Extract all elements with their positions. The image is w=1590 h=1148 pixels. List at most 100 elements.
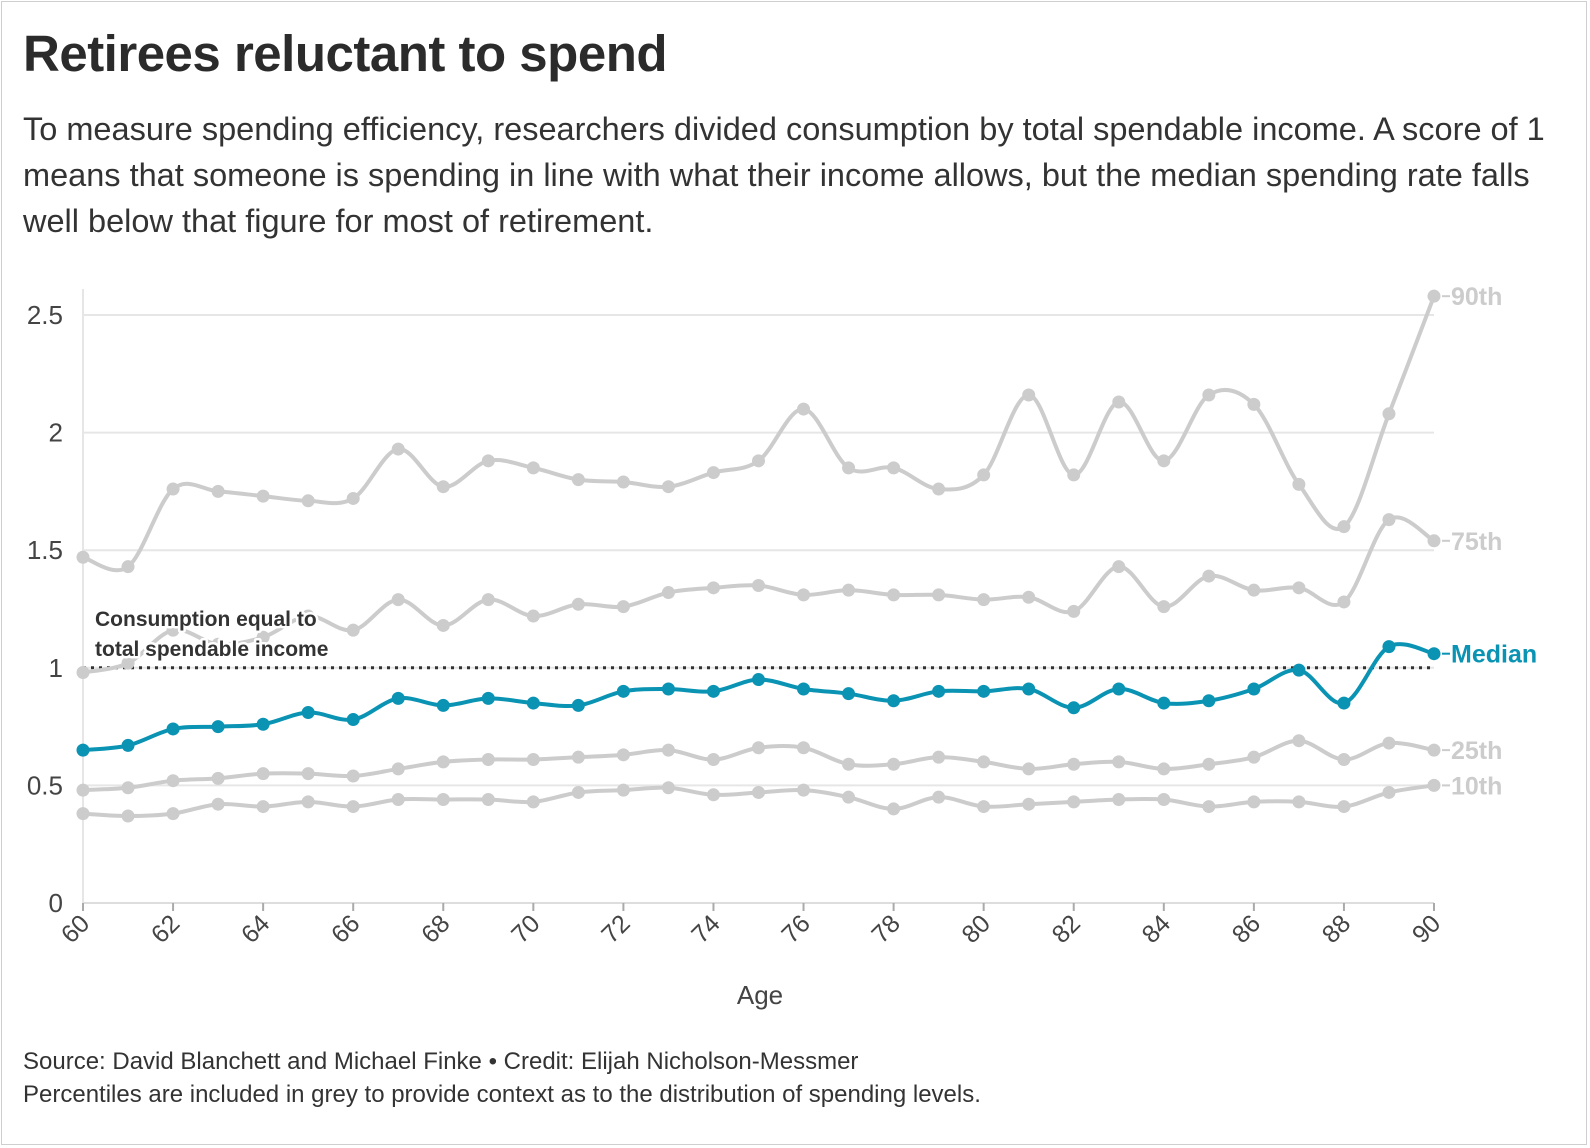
x-tick-label: 88 — [1317, 909, 1356, 948]
data-point-10th — [256, 800, 270, 814]
data-point-10th — [346, 800, 360, 814]
data-point-10th — [1112, 793, 1126, 807]
data-point-25th — [121, 781, 135, 795]
data-point-25th — [1337, 753, 1351, 767]
data-point-median — [752, 673, 765, 687]
data-point-25th — [1292, 734, 1306, 748]
data-point-75th — [752, 578, 765, 592]
data-point-25th — [661, 743, 675, 757]
data-point-75th — [661, 586, 675, 600]
annotation-halo: Consumption equal to — [95, 608, 317, 631]
y-tick-label: 2 — [49, 418, 63, 448]
data-point-90th — [616, 475, 630, 489]
data-point-10th — [166, 807, 180, 821]
data-point-75th — [301, 609, 315, 623]
data-point-90th — [797, 402, 811, 416]
data-point-10th — [121, 809, 135, 823]
data-point-25th — [1247, 750, 1261, 764]
grid — [83, 314, 1434, 787]
y-tick-label: 1 — [49, 653, 63, 683]
data-point-90th — [661, 480, 675, 494]
data-point-90th — [752, 454, 765, 468]
data-point-median — [301, 705, 315, 719]
series-label-median: Median — [1451, 641, 1537, 669]
data-point-median — [1292, 663, 1306, 677]
data-point-10th — [706, 788, 720, 802]
data-point-median — [1202, 694, 1216, 708]
annotation-halo: total spendable income — [95, 638, 328, 661]
data-point-90th — [571, 473, 585, 487]
data-point-median — [616, 684, 630, 698]
x-tick-label: 72 — [596, 909, 635, 948]
data-point-90th — [76, 550, 90, 564]
data-point-25th — [887, 757, 901, 771]
data-point-90th — [481, 454, 495, 468]
data-point-90th — [1022, 388, 1036, 402]
data-point-25th — [76, 783, 90, 797]
series-labels: 10th 25th 75th 90th Median — [1442, 283, 1537, 800]
y-tick-label: 0 — [49, 888, 63, 918]
data-point-median — [1157, 696, 1171, 710]
data-point-75th — [932, 588, 946, 602]
data-point-75th — [526, 609, 540, 623]
x-tick-label: 62 — [146, 909, 185, 948]
data-point-median — [797, 682, 811, 696]
data-point-median — [436, 698, 450, 712]
data-point-10th — [481, 793, 495, 807]
data-point-25th — [1157, 762, 1171, 776]
data-point-90th — [166, 482, 180, 496]
data-point-90th — [256, 489, 270, 503]
data-point-25th — [616, 748, 630, 762]
data-point-75th — [1112, 560, 1126, 574]
data-point-25th — [391, 762, 405, 776]
data-point-25th — [211, 771, 225, 785]
data-point-10th — [391, 793, 405, 807]
data-point-75th — [481, 593, 495, 607]
data-point-90th — [932, 482, 946, 496]
data-point-25th — [932, 750, 946, 764]
data-point-75th — [211, 637, 225, 651]
data-point-75th — [797, 588, 811, 602]
data-point-90th — [211, 484, 225, 498]
x-tick-label: 80 — [956, 909, 995, 948]
series-label-75th: 75th — [1451, 528, 1502, 556]
data-point-90th — [1247, 397, 1261, 411]
data-point-25th — [301, 767, 315, 781]
data-point-10th — [1427, 778, 1441, 792]
data-point-median — [1067, 701, 1081, 715]
x-tick-label: 76 — [776, 909, 815, 948]
y-tick-label: 1.5 — [27, 535, 63, 565]
x-tick-label: 70 — [506, 909, 545, 948]
x-tick-label: 84 — [1137, 909, 1177, 949]
data-point-10th — [526, 795, 540, 809]
data-point-90th — [842, 461, 856, 475]
data-point-25th — [797, 741, 811, 755]
footer: Source: David Blanchett and Michael Fink… — [23, 1045, 981, 1111]
data-point-25th — [256, 767, 270, 781]
data-point-median — [1112, 682, 1126, 696]
data-point-median — [1247, 682, 1261, 696]
data-point-75th — [1157, 600, 1171, 614]
source-credit: Source: David Blanchett and Michael Fink… — [23, 1048, 859, 1075]
data-point-10th — [1202, 800, 1216, 814]
data-point-75th — [1202, 569, 1216, 583]
data-point-25th — [977, 755, 991, 769]
data-point-90th — [346, 491, 360, 505]
x-tick-label: 74 — [686, 909, 726, 949]
data-point-90th — [706, 466, 720, 480]
data-point-90th — [1067, 468, 1081, 482]
data-point-75th — [706, 581, 720, 595]
chart-title: Retirees reluctant to spend — [23, 25, 668, 82]
data-point-25th — [436, 755, 450, 769]
data-point-75th — [887, 588, 901, 602]
x-tick-label: 64 — [236, 909, 276, 949]
data-point-90th — [436, 480, 450, 494]
data-point-10th — [752, 785, 765, 799]
data-point-10th — [797, 783, 811, 797]
y-tick-label: 0.5 — [27, 770, 63, 800]
data-point-75th — [391, 593, 405, 607]
data-point-25th — [571, 750, 585, 764]
data-point-10th — [1337, 800, 1351, 814]
data-point-25th — [1382, 736, 1396, 750]
